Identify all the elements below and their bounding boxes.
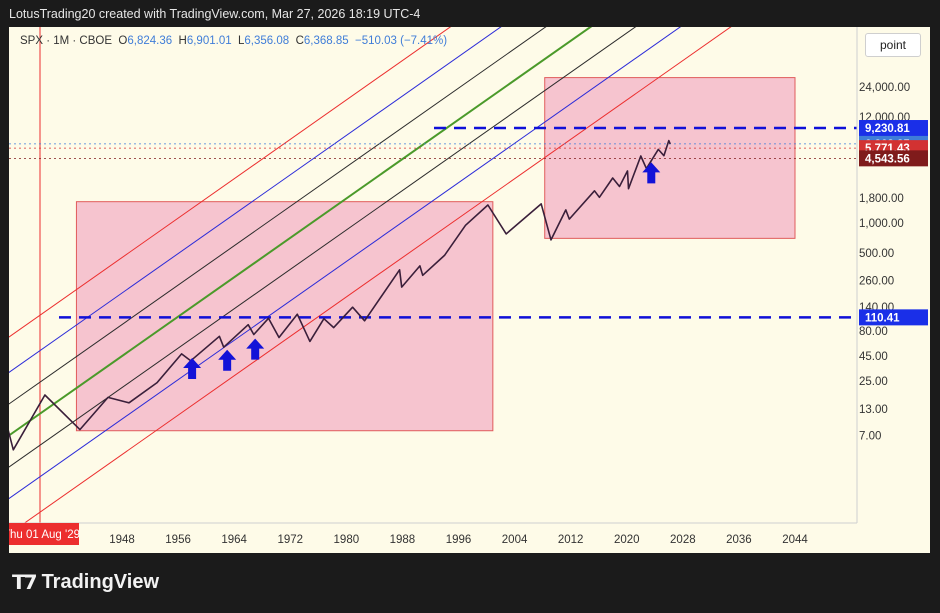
low-label: L bbox=[238, 35, 245, 47]
price-label-bg bbox=[859, 309, 928, 326]
x-tick-label: 1956 bbox=[165, 534, 191, 546]
x-tick-label: 1988 bbox=[390, 534, 416, 546]
x-tick-label: 2028 bbox=[670, 534, 696, 546]
cursor-date-bg bbox=[9, 523, 79, 545]
channel-line-red-7 bbox=[23, 27, 732, 523]
change-value: −510.03 (−7.41%) bbox=[355, 35, 448, 47]
x-tick-label: 1964 bbox=[221, 534, 247, 546]
scale-mode-button[interactable]: point bbox=[865, 33, 921, 57]
high-label: H bbox=[178, 35, 187, 47]
up-arrow-icon bbox=[218, 349, 237, 371]
x-tick-label: 2012 bbox=[558, 534, 584, 546]
price-label-bg bbox=[859, 120, 928, 137]
up-arrow-icon bbox=[246, 338, 265, 360]
x-tick-label: 1972 bbox=[277, 534, 303, 546]
x-tick-label: 2020 bbox=[614, 534, 640, 546]
low-value: 6,356.08 bbox=[244, 35, 290, 47]
channel-line-center-1 bbox=[9, 27, 593, 437]
y-tick-label: 24,000.00 bbox=[859, 82, 910, 94]
chart-canvas[interactable]: 24,000.0012,000.001,800.001,000.00500.00… bbox=[9, 27, 930, 553]
y-tick-label: 13.00 bbox=[859, 404, 888, 416]
open-label: O bbox=[118, 35, 128, 47]
axes-layer: 24,000.0012,000.001,800.001,000.00500.00… bbox=[9, 27, 930, 553]
y-tick-label: 260.00 bbox=[859, 276, 894, 288]
open-value: 6,824.36 bbox=[127, 35, 173, 47]
tradingview-mark-icon: 𝗧𝟳 bbox=[12, 572, 38, 594]
channel-layer bbox=[9, 27, 732, 523]
x-tick-label: 2036 bbox=[726, 534, 752, 546]
zones-layer bbox=[39, 27, 796, 523]
y-tick-label: 45.00 bbox=[859, 351, 888, 363]
price-series-line bbox=[9, 139, 671, 451]
price-axis-bg bbox=[857, 27, 930, 553]
channel-line-blue-5 bbox=[9, 27, 682, 500]
y-tick-label: 1,800.00 bbox=[859, 193, 904, 205]
y-tick-label: 80.00 bbox=[859, 326, 888, 338]
price-label-text: 4,543.56 bbox=[865, 153, 910, 165]
channel-line-blue-4 bbox=[9, 27, 502, 374]
price-label-text: 110.41 bbox=[865, 312, 900, 324]
channel-line-red-6 bbox=[9, 27, 452, 338]
up-arrow-icon bbox=[183, 358, 202, 380]
close-label: C bbox=[295, 35, 304, 47]
tradingview-brand: TradingView bbox=[41, 571, 160, 593]
price-label-bg bbox=[859, 150, 928, 167]
channel-line-dark-2 bbox=[9, 27, 547, 405]
symbol-legend: SPX · 1M · CBOE O6,824.36 H6,901.01 L6,3… bbox=[20, 35, 447, 47]
price-label-text: 9,230.81 bbox=[865, 123, 910, 135]
x-tick-label: 1948 bbox=[109, 534, 135, 546]
y-tick-label: 25.00 bbox=[859, 376, 888, 388]
chart-frame[interactable]: 24,000.00 12,000.00 1,800.00 1,000.00 500.00… bbox=[9, 27, 930, 553]
y-tick-label: 1,000.00 bbox=[859, 218, 904, 230]
chart-attribution: LotusTrading20 created with TradingView.… bbox=[9, 7, 421, 21]
close-value: 6,368.85 bbox=[303, 35, 349, 47]
high-value: 6,901.01 bbox=[186, 35, 232, 47]
up-arrow-icon bbox=[642, 162, 661, 184]
levels-layer bbox=[9, 126, 857, 319]
cursor-date-label: Thu 01 Aug '29 bbox=[9, 529, 80, 541]
x-tick-label: 1996 bbox=[446, 534, 472, 546]
price-layer bbox=[9, 139, 671, 451]
tradingview-logo[interactable]: 𝗧𝟳 TradingView bbox=[12, 570, 159, 595]
y-tick-label: 7.00 bbox=[859, 430, 881, 442]
y-tick-label: 500.00 bbox=[859, 248, 894, 260]
channel-line-dark-3 bbox=[9, 27, 637, 468]
x-tick-label: 2044 bbox=[782, 534, 808, 546]
arrows-layer bbox=[183, 162, 661, 380]
x-tick-label: 2004 bbox=[502, 534, 528, 546]
x-tick-label: 1980 bbox=[334, 534, 360, 546]
symbol-name: SPX · 1M · CBOE bbox=[20, 35, 113, 47]
